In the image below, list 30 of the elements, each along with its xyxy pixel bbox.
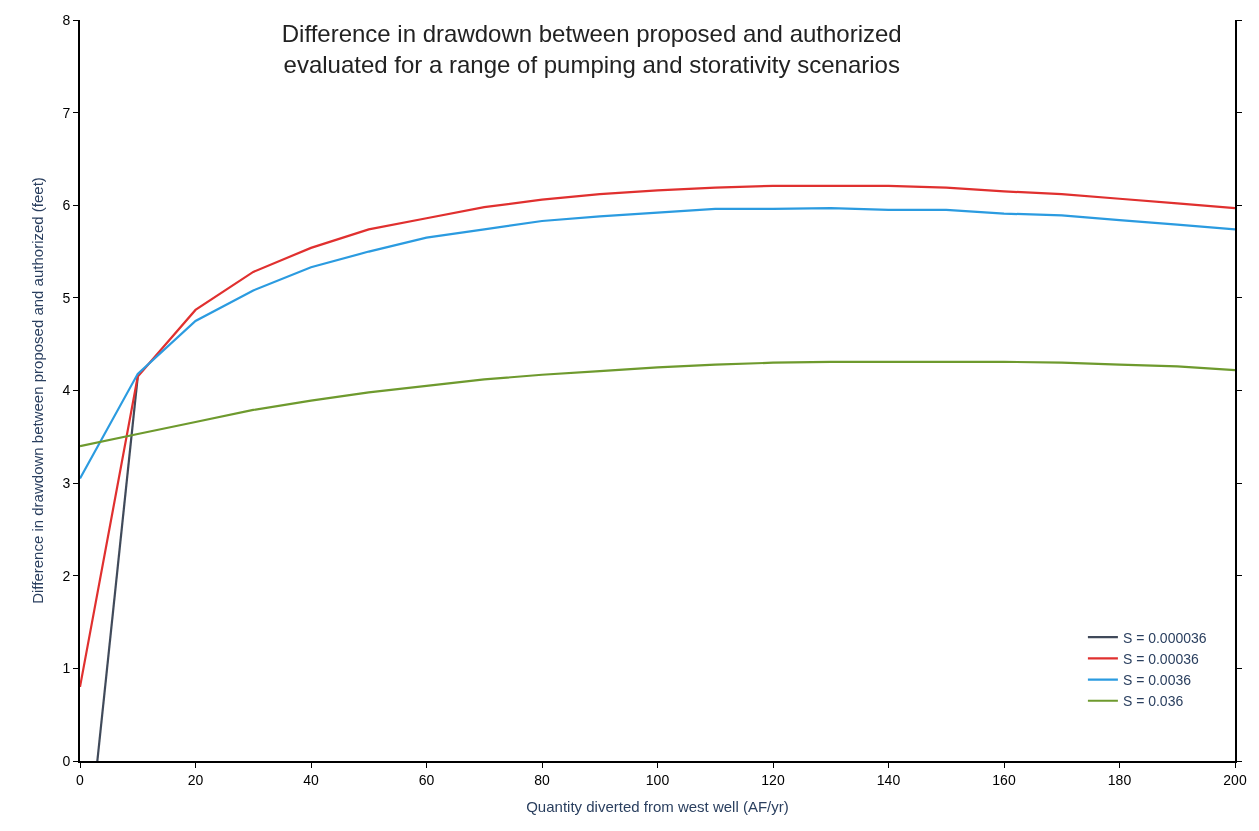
x-tick-label: 80 bbox=[534, 771, 550, 788]
x-tick-label: 160 bbox=[992, 771, 1016, 788]
y-tick-label: 6 bbox=[62, 197, 71, 214]
x-tick-label: 0 bbox=[76, 771, 85, 788]
legend-label: S = 0.00036 bbox=[1122, 650, 1200, 667]
x-tick-label: 20 bbox=[187, 771, 204, 788]
x-tick-label: 60 bbox=[418, 771, 435, 788]
x-tick-label: 120 bbox=[761, 771, 785, 788]
y-tick-label: 3 bbox=[62, 475, 71, 492]
legend-label: S = 0.0036 bbox=[1122, 672, 1192, 688]
y-tick-label: 8 bbox=[62, 11, 71, 28]
x-tick-label: 140 bbox=[876, 771, 901, 788]
x-tick-label: 40 bbox=[303, 771, 319, 788]
y-tick-label: 0 bbox=[62, 752, 71, 769]
y-axis-title: Difference in drawdown between proposed and authorized (feet) bbox=[29, 177, 47, 604]
x-tick-label: 200 bbox=[1223, 771, 1247, 788]
x-tick-label: 180 bbox=[1107, 771, 1132, 788]
line-series bbox=[80, 184, 1235, 688]
y-tick-label: 2 bbox=[62, 567, 71, 584]
line-series bbox=[80, 206, 1235, 480]
y-tick-label: 1 bbox=[62, 660, 71, 677]
y-tick-label: 4 bbox=[62, 382, 71, 399]
legend-label: S = 0.036 bbox=[1122, 693, 1184, 710]
y-tick-label: 7 bbox=[62, 104, 71, 121]
x-tick-label: 100 bbox=[645, 771, 670, 788]
x-axis-title: Quantity diverted from west well (AF/yr) bbox=[526, 798, 789, 816]
y-tick-label: 5 bbox=[62, 289, 71, 306]
legend-label: S = 0.000036 bbox=[1122, 629, 1207, 646]
text: Difference in drawdown between proposed and authorized evaluated for a range of pumping and storativity scenarios bbox=[281, 19, 902, 78]
line-series bbox=[80, 360, 1235, 448]
